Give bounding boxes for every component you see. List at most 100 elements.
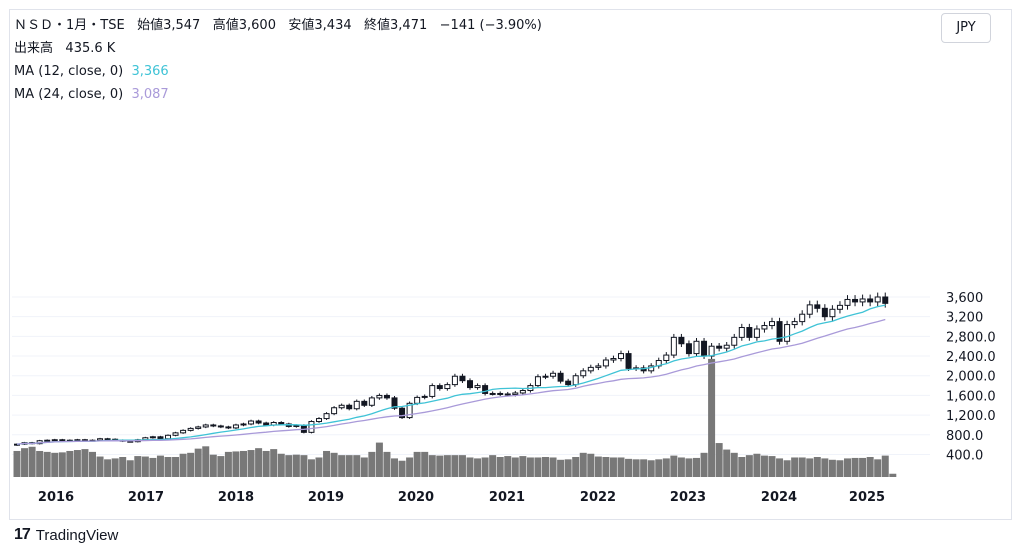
candle: [497, 392, 504, 395]
candle: [791, 321, 798, 326]
volume-bar: [844, 458, 851, 477]
close-value: 3,471: [390, 18, 428, 33]
candle: [187, 427, 194, 431]
candle: [391, 397, 398, 409]
volume-bar: [451, 455, 459, 477]
candle: [421, 395, 428, 398]
ma12-row[interactable]: MA (12, close, 0) 3,366: [14, 60, 542, 83]
volume-bar: [783, 460, 791, 477]
low-label: 安値: [288, 18, 315, 33]
volume-bar: [745, 455, 753, 477]
volume-bar: [285, 455, 293, 477]
y-axis-label: 3,600: [946, 291, 983, 306]
volume-bar: [338, 455, 346, 477]
volume-bar: [813, 457, 821, 477]
volume-bar: [96, 456, 104, 477]
candle: [776, 321, 783, 342]
volume-bar: [700, 452, 708, 477]
candle: [829, 308, 836, 318]
volume-bar: [323, 450, 331, 477]
volume-bar: [587, 453, 595, 477]
volume-bar: [504, 456, 512, 477]
volume-bar: [13, 450, 21, 477]
candle: [346, 404, 353, 410]
open-label: 始値: [137, 18, 164, 33]
volume-bar: [224, 451, 232, 477]
x-axis-label: 2024: [761, 490, 797, 505]
ma12-value: 3,366: [131, 64, 169, 79]
volume-bar: [149, 457, 157, 477]
x-axis-label: 2016: [38, 490, 74, 505]
candle: [746, 327, 753, 338]
y-axis-label: 400.0: [946, 449, 983, 464]
candle: [225, 426, 232, 429]
volume-bar: [768, 456, 776, 477]
candle: [157, 436, 164, 440]
volume-bar: [36, 450, 44, 477]
volume-bar: [104, 459, 112, 477]
candle: [610, 358, 617, 361]
open-value: 3,547: [163, 18, 201, 33]
candle: [180, 429, 187, 434]
volume-bar: [579, 452, 587, 477]
volume-bar: [330, 452, 338, 477]
volume-bar: [134, 456, 142, 477]
candle: [323, 413, 330, 420]
volume-bar: [126, 460, 134, 477]
tradingview-logo-icon: 17: [14, 526, 31, 543]
volume-bar: [81, 449, 89, 477]
volume-bar: [383, 451, 391, 477]
volume-bar: [602, 457, 610, 477]
volume-bar: [889, 473, 897, 477]
ma24-value: 3,087: [131, 87, 169, 102]
volume-bar: [292, 454, 300, 477]
volume-bar: [776, 458, 784, 477]
x-axis-label: 2020: [398, 490, 434, 505]
candle: [406, 402, 413, 419]
volume-bar: [625, 458, 633, 477]
volume-bar: [277, 453, 285, 477]
candle: [97, 438, 104, 441]
volume-bar: [640, 459, 648, 477]
candle: [255, 420, 262, 424]
candle: [784, 324, 791, 342]
candle: [195, 426, 202, 429]
candle: [806, 304, 813, 315]
volume-bar: [519, 456, 527, 477]
volume-bar: [232, 451, 240, 477]
candle: [278, 422, 285, 425]
volume-bar: [466, 457, 474, 477]
candle: [836, 304, 843, 310]
volume-bar: [413, 451, 421, 477]
ma24-row[interactable]: MA (24, close, 0) 3,087: [14, 83, 542, 106]
volume-bar: [156, 455, 164, 477]
y-axis-label: 3,200: [946, 311, 983, 326]
volume-value: 435.6 K: [65, 41, 116, 56]
volume-bar: [526, 457, 534, 477]
candle: [399, 407, 406, 419]
volume-bar: [828, 459, 836, 477]
candle: [519, 390, 526, 394]
candle: [459, 375, 466, 382]
volume-bar: [655, 459, 663, 477]
symbol-title[interactable]: ＮＳＤ・1月・TSE: [14, 18, 125, 33]
candle: [316, 418, 322, 423]
volume-bar: [511, 457, 519, 477]
candle: [731, 336, 738, 346]
volume-bar: [670, 455, 678, 477]
volume-bar: [111, 458, 119, 477]
candle: [368, 397, 375, 406]
candle: [444, 384, 451, 390]
candle: [383, 394, 390, 399]
volume-bar: [859, 457, 867, 477]
volume-bar: [194, 448, 202, 477]
volume-bar: [353, 455, 361, 477]
volume-bar: [753, 453, 761, 477]
candle: [844, 298, 851, 306]
high-label: 高値: [212, 18, 239, 33]
currency-button[interactable]: JPY: [941, 13, 991, 43]
volume-bar: [609, 457, 617, 477]
ma24-label: MA (24, close, 0): [14, 87, 124, 102]
tradingview-logo[interactable]: 17 TradingView: [14, 526, 118, 544]
